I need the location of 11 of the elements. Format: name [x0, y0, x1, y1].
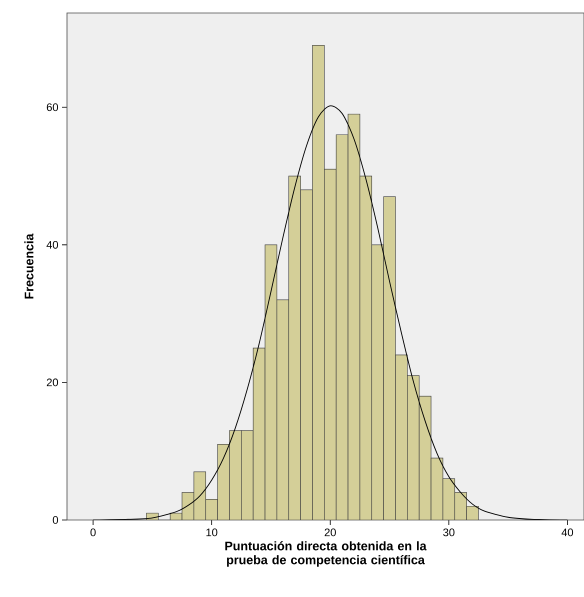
y-axis-title: Frecuencia	[24, 234, 34, 299]
x-tick-label: 10	[206, 528, 218, 536]
y-tick-label: 40	[46, 240, 58, 249]
y-tick-label: 0	[52, 516, 58, 524]
x-axis-title: Puntuación directa obtenida en la prueba de competencia científica	[225, 541, 427, 567]
y-tick-label: 60	[46, 103, 58, 112]
y-tick-label: 20	[46, 378, 58, 386]
x-tick-label: 30	[443, 528, 454, 536]
x-tick-label: 20	[324, 528, 336, 536]
x-tick-label: 0	[90, 528, 96, 536]
x-tick-label: 40	[562, 528, 574, 536]
